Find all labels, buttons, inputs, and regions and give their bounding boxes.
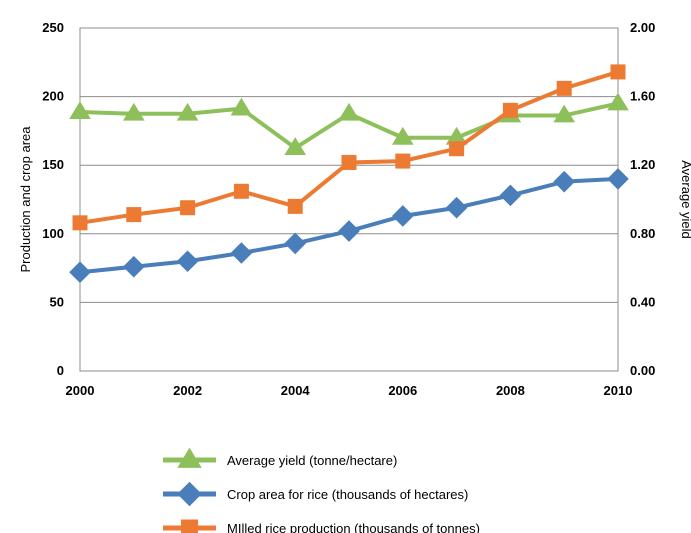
y-tick-label: 50 (50, 294, 64, 309)
y2-tick-label: 0.00 (630, 363, 655, 378)
data-point (556, 80, 572, 96)
legend-swatch-marker (177, 447, 202, 468)
data-point (123, 255, 145, 278)
data-point (180, 200, 196, 216)
series (69, 168, 629, 284)
data-point (610, 64, 626, 80)
data-point (341, 154, 357, 170)
x-tick-label: 2002 (173, 383, 202, 398)
data-point (69, 261, 91, 284)
data-point (126, 207, 142, 223)
y2-tick-label: 1.60 (630, 89, 655, 104)
series-line (79, 69, 619, 225)
data-point (176, 102, 199, 121)
x-tick-label: 2006 (388, 383, 417, 398)
legend-item: Average yield (tonne/hectare) (163, 447, 397, 468)
legend-label: Crop area for rice (thousands of hectare… (227, 487, 468, 502)
data-point (230, 242, 253, 264)
data-point (284, 232, 306, 255)
series (69, 92, 629, 155)
series-layer (69, 64, 629, 284)
y-tick-label: 250 (42, 20, 64, 35)
x-tick-label: 2008 (496, 383, 525, 398)
x-tick-label: 2000 (66, 383, 95, 398)
y-tick-label: 100 (42, 226, 64, 241)
data-point (499, 184, 522, 207)
legend-swatch-marker (177, 481, 202, 507)
legend-swatch-marker (181, 519, 198, 533)
data-point (72, 215, 88, 231)
y2-tick-label: 1.20 (630, 157, 655, 172)
data-point (445, 196, 468, 219)
plot-area-border (79, 27, 619, 372)
y-axis-label: Production and crop area (18, 126, 33, 273)
data-point (392, 205, 414, 227)
legend-item: MIlled rice production (thousands of ton… (163, 519, 480, 533)
data-point (69, 101, 91, 119)
y-tick-label: 200 (42, 89, 64, 104)
legend-label: Average yield (tonne/hectare) (227, 453, 397, 468)
data-point (607, 92, 629, 111)
data-point (553, 104, 575, 123)
y-tick-label: 150 (42, 157, 64, 172)
y2-tick-label: 0.80 (630, 226, 655, 241)
data-point (502, 102, 518, 118)
y2-tick-label: 2.00 (630, 20, 655, 35)
y-tick-label: 0 (57, 363, 64, 378)
data-point (395, 153, 411, 169)
y2-tick-label: 0.40 (630, 294, 655, 309)
plot-frame (79, 27, 619, 372)
tick-labels: 0 50 100 150 200 250 0.00 0.40 0.80 1.20 1.60 2.00 2… (42, 20, 655, 398)
data-point (230, 97, 253, 116)
legend-item: Crop area for rice (thousands of hectare… (163, 481, 468, 507)
data-point (176, 250, 199, 273)
legend-label: MIlled rice production (thousands of ton… (227, 521, 480, 533)
data-point (445, 126, 468, 145)
data-point (449, 141, 465, 157)
data-point (123, 102, 145, 121)
data-point (607, 168, 629, 190)
data-point (338, 220, 360, 242)
y2-axis-label: Average yield (679, 160, 691, 239)
x-tick-label: 2010 (604, 383, 633, 398)
data-point (284, 137, 306, 155)
data-point (392, 126, 414, 145)
series (72, 64, 626, 231)
data-point (553, 170, 575, 193)
data-point (287, 198, 303, 214)
data-point (233, 183, 249, 199)
legend: Average yield (tonne/hectare) Crop area f… (163, 447, 480, 533)
x-tick-label: 2004 (281, 383, 311, 398)
data-point (338, 102, 360, 121)
